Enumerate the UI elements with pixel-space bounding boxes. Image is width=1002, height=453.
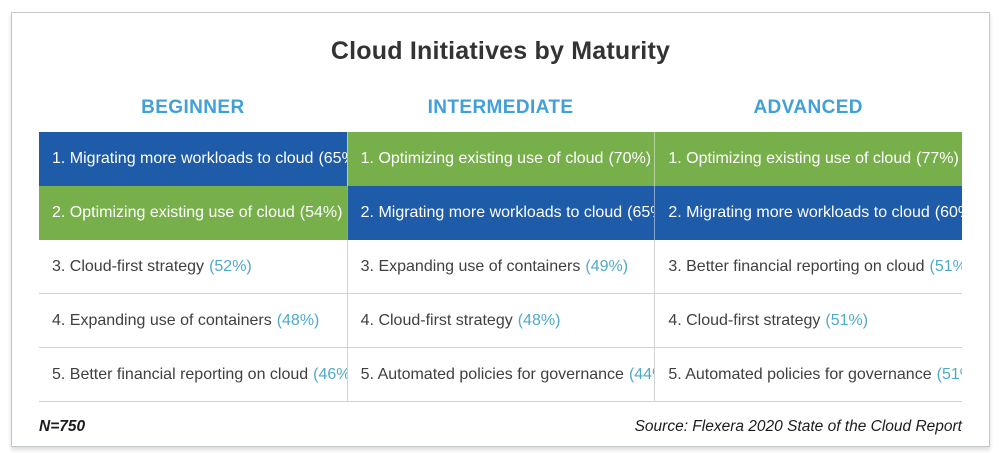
cell-percent: (51%) — [936, 365, 962, 383]
cell-intermediate-rank5: 5. Automated policies for governance (44… — [346, 348, 655, 402]
maturity-table: 1. Migrating more workloads to cloud (65… — [39, 132, 962, 402]
cell-label: 5. Automated policies for governance — [360, 365, 624, 383]
cell-label: 3. Better financial reporting on cloud — [668, 257, 925, 275]
cell-intermediate-rank4: 4. Cloud-first strategy (48%) — [346, 294, 655, 348]
cell-percent: (54%) — [299, 204, 343, 221]
cell-label: 2. Migrating more workloads to cloud — [668, 204, 930, 221]
cell-percent: (70%) — [608, 150, 652, 167]
cell-label: 4. Cloud-first strategy — [668, 311, 821, 329]
cell-label: 4. Cloud-first strategy — [360, 311, 513, 329]
cell-label: 5. Automated policies for governance — [668, 365, 932, 383]
cell-label: 5. Better financial reporting on cloud — [52, 365, 309, 383]
cell-intermediate-rank2: 2. Migrating more workloads to cloud (65… — [346, 186, 655, 240]
cell-percent: (48%) — [276, 311, 320, 329]
cell-percent: (52%) — [209, 257, 252, 275]
cell-percent: (60%) — [934, 204, 962, 221]
cell-label: 1. Migrating more workloads to cloud — [52, 150, 314, 167]
chart-title: Cloud Initiatives by Maturity — [330, 37, 671, 65]
cell-label: 2. Optimizing existing use of cloud — [52, 204, 295, 221]
cell-intermediate-rank3: 3. Expanding use of containers (49%) — [346, 240, 655, 294]
cell-beginner-rank3: 3. Cloud-first strategy (52%) — [39, 240, 347, 294]
cell-label: 2. Migrating more workloads to cloud — [360, 204, 623, 221]
cell-percent: (48%) — [517, 311, 561, 329]
cell-beginner-rank2: 2. Optimizing existing use of cloud (54%… — [39, 186, 347, 240]
figure-card: Cloud Initiatives by Maturity BEGINNER I… — [11, 12, 990, 447]
cell-beginner-rank5: 5. Better financial reporting on cloud (… — [39, 348, 347, 402]
column-header-advanced: ADVANCED — [753, 97, 863, 118]
cell-label: 1. Optimizing existing use of cloud — [360, 150, 604, 167]
cell-label: 1. Optimizing existing use of cloud — [668, 150, 912, 167]
cell-percent: (46%) — [313, 365, 347, 383]
cell-percent: (77%) — [916, 150, 959, 167]
sample-size-note: N=750 — [39, 418, 86, 435]
cell-percent: (49%) — [585, 257, 629, 275]
cell-advanced-rank4: 4. Cloud-first strategy (51%) — [654, 294, 962, 348]
cell-percent: (51%) — [825, 311, 869, 329]
column-header-beginner: BEGINNER — [141, 97, 245, 118]
cell-label: 3. Cloud-first strategy — [52, 257, 205, 275]
cell-percent: (65%) — [627, 204, 654, 221]
cell-percent: (51%) — [929, 257, 962, 275]
cell-intermediate-rank1: 1. Optimizing existing use of cloud (70%… — [346, 132, 655, 186]
source-attribution: Source: Flexera 2020 State of the Cloud … — [634, 418, 962, 435]
cell-percent: (44%) — [628, 365, 654, 383]
cell-advanced-rank5: 5. Automated policies for governance (51… — [654, 348, 962, 402]
cell-advanced-rank3: 3. Better financial reporting on cloud (… — [654, 240, 962, 294]
figure-footer: N=750 Source: Flexera 2020 State of the … — [39, 418, 962, 436]
cell-percent: (65%) — [318, 150, 346, 167]
column-header-intermediate: INTERMEDIATE — [427, 97, 574, 118]
cell-advanced-rank2: 2. Migrating more workloads to cloud (60… — [654, 186, 962, 240]
cell-advanced-rank1: 1. Optimizing existing use of cloud (77%… — [654, 132, 962, 186]
cell-beginner-rank4: 4. Expanding use of containers (48%) — [39, 294, 347, 348]
column-headers-row: BEGINNER INTERMEDIATE ADVANCED — [39, 97, 962, 119]
cell-beginner-rank1: 1. Migrating more workloads to cloud (65… — [39, 132, 347, 186]
cell-label: 3. Expanding use of containers — [360, 257, 581, 275]
cell-label: 4. Expanding use of containers — [52, 311, 272, 329]
